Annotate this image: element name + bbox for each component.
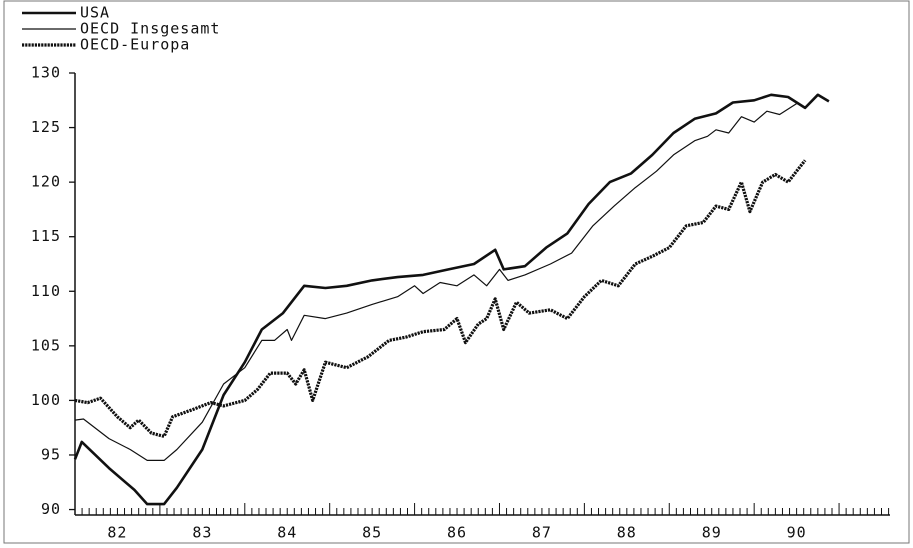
y-tick-label: 125 bbox=[31, 118, 61, 136]
x-tick-label: 82 bbox=[107, 524, 127, 542]
y-tick-label: 95 bbox=[41, 445, 61, 463]
x-tick-label: 89 bbox=[702, 524, 722, 542]
line-series bbox=[74, 159, 807, 438]
x-tick-label: 90 bbox=[787, 524, 807, 542]
x-tick-label: 88 bbox=[617, 524, 637, 542]
legend-label: USA bbox=[80, 4, 110, 22]
legend-label: OECD Insgesamt bbox=[80, 20, 220, 38]
y-tick-label: 115 bbox=[31, 227, 61, 245]
x-tick-label: 87 bbox=[532, 524, 552, 542]
line-series bbox=[74, 103, 797, 461]
x-tick-label: 84 bbox=[277, 524, 297, 542]
y-tick-label: 105 bbox=[31, 336, 61, 354]
legend-label: OECD-Europa bbox=[80, 36, 190, 54]
frame bbox=[3, 0, 910, 544]
x-tick-label: 85 bbox=[362, 524, 382, 542]
y-tick-label: 130 bbox=[31, 64, 61, 82]
y-tick-label: 110 bbox=[31, 282, 61, 300]
x-tick-label: 83 bbox=[192, 524, 212, 542]
y-tick-label: 100 bbox=[31, 391, 61, 409]
y-tick-label: 90 bbox=[41, 500, 61, 518]
line-series bbox=[73, 93, 830, 506]
y-tick-label: 120 bbox=[31, 173, 61, 191]
x-tick-label: 86 bbox=[447, 524, 467, 542]
